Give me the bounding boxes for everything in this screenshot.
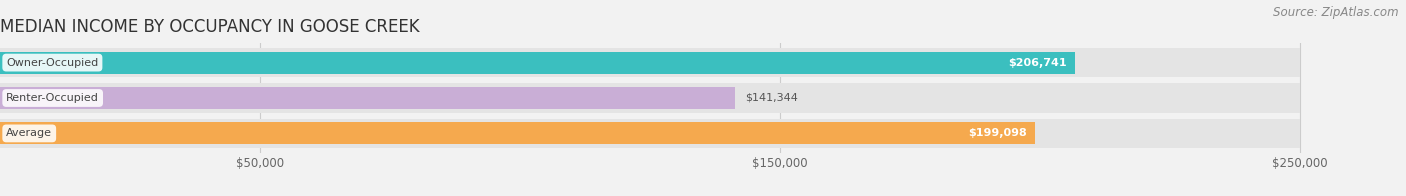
Bar — [0, 48, 1301, 77]
Text: Average: Average — [6, 128, 52, 138]
Bar — [0, 52, 1076, 74]
Text: $206,741: $206,741 — [1008, 58, 1067, 68]
Text: $199,098: $199,098 — [969, 128, 1028, 138]
Text: $141,344: $141,344 — [745, 93, 799, 103]
Text: Source: ZipAtlas.com: Source: ZipAtlas.com — [1274, 6, 1399, 19]
Text: Renter-Occupied: Renter-Occupied — [6, 93, 98, 103]
Bar — [0, 122, 1035, 144]
Bar — [0, 119, 1301, 148]
Text: MEDIAN INCOME BY OCCUPANCY IN GOOSE CREEK: MEDIAN INCOME BY OCCUPANCY IN GOOSE CREE… — [0, 18, 419, 36]
Bar — [0, 87, 735, 109]
Bar — [0, 83, 1301, 113]
Text: Owner-Occupied: Owner-Occupied — [6, 58, 98, 68]
